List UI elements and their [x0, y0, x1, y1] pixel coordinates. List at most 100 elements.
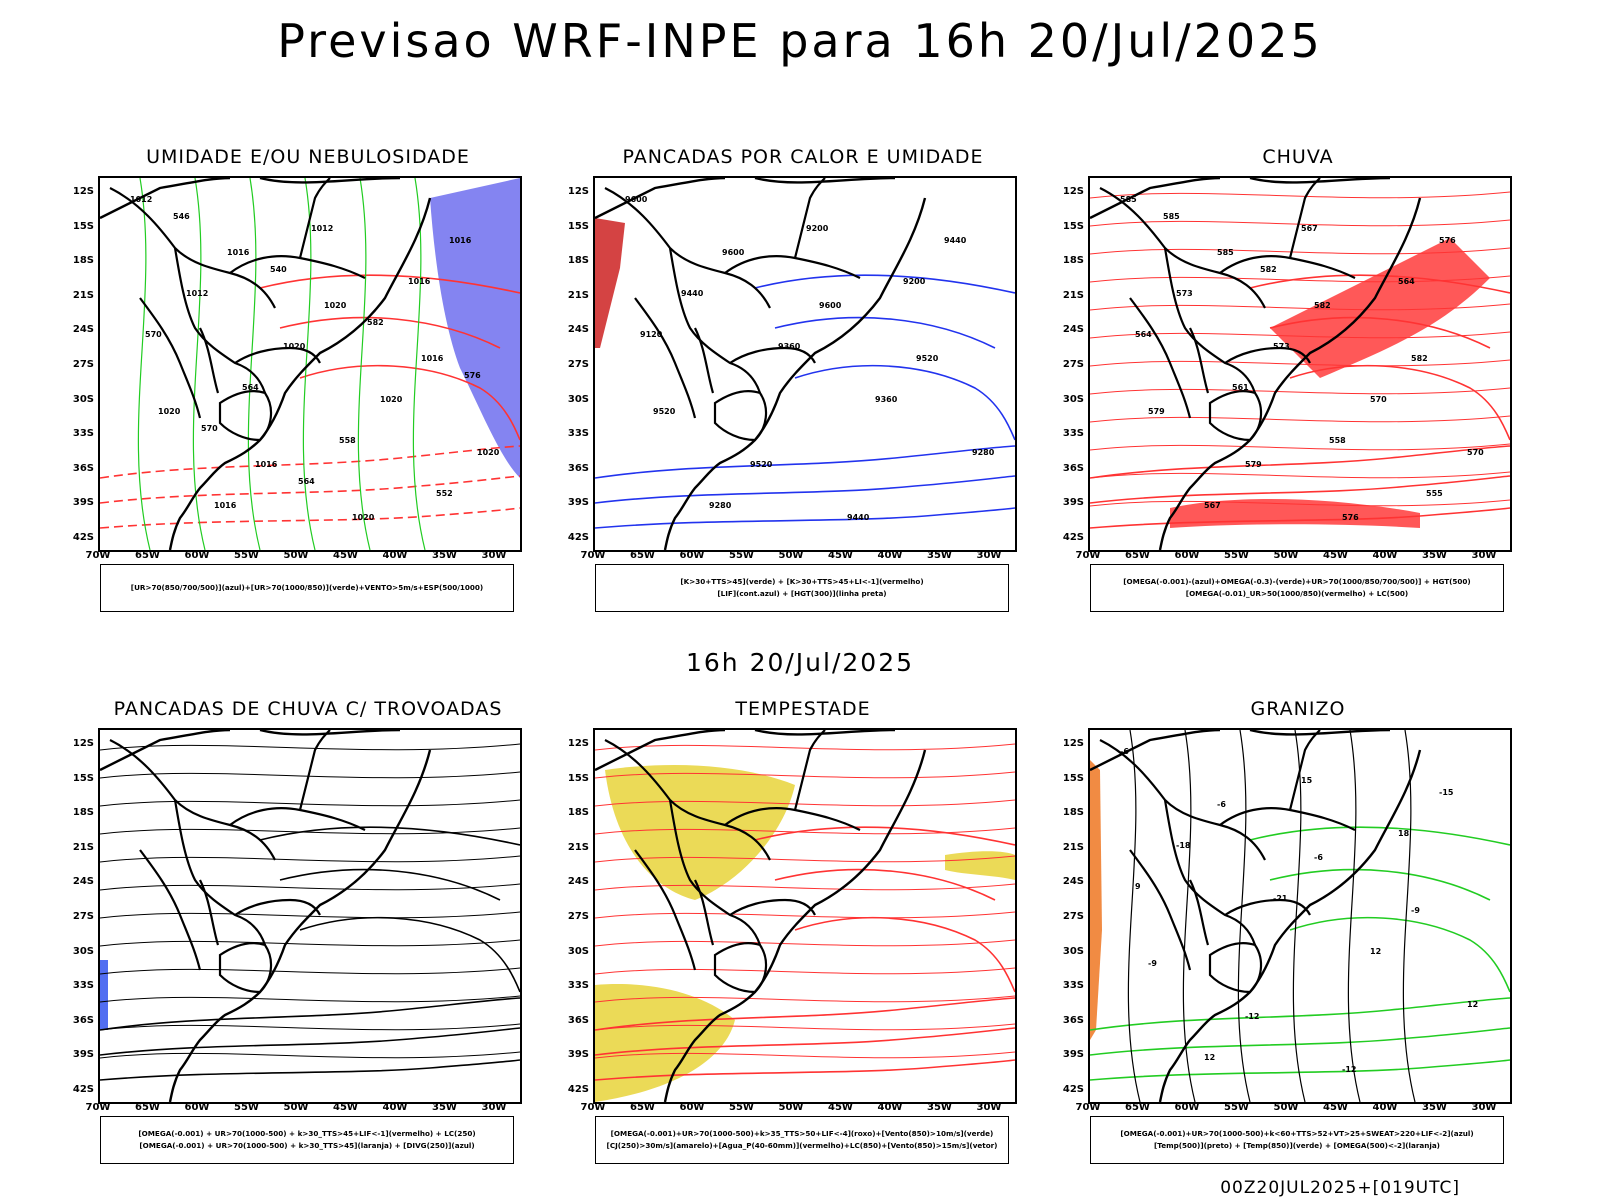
- country-border-7: [1129, 849, 1192, 971]
- field-contour-trovoadas-3: [299, 916, 520, 993]
- lat-label: 15S: [567, 220, 589, 232]
- contour-label: 9520: [653, 407, 676, 416]
- lat-label: 33S: [72, 980, 94, 992]
- map-granizo[interactable]: -6 -6 -6 -9 -9 -12 -12 -15 -18 -21 12 12 12 15 18 9: [1088, 728, 1512, 1104]
- lat-label: 21S: [567, 289, 589, 301]
- legend-tempestade: [OMEGA(-0.001)+UR>70(1000-500)+k>35_TTS>…: [595, 1116, 1009, 1164]
- lat-label: 24S: [72, 876, 94, 888]
- lon-label: 45W: [828, 550, 853, 561]
- field-contour-granizo-4: [1269, 868, 1491, 901]
- lat-label: 39S: [1062, 1049, 1084, 1061]
- contour-label: 1016: [227, 248, 250, 257]
- country-border-5: [713, 389, 768, 442]
- contour-label: 564: [1398, 277, 1415, 286]
- lon-label: 70W: [1075, 550, 1101, 561]
- map-umidade[interactable]: 1012 1016 1020 1016 1020 1016 1020 1016 1012 1020…: [98, 176, 522, 552]
- streamline-chuva-8: [1090, 415, 1510, 423]
- contour-label: 1020: [283, 342, 306, 351]
- lat-label: 15S: [72, 220, 94, 232]
- country-border-6: [694, 879, 715, 946]
- streamline-chuva-6: [1090, 359, 1510, 367]
- lon-label: 45W: [828, 1102, 853, 1113]
- contour-label: 570: [1467, 448, 1484, 457]
- main-title: Previsao WRF-INPE para 16h 20/Jul/2025: [277, 14, 1323, 68]
- lon-label: 50W: [283, 1102, 309, 1113]
- contour-label: 582: [367, 318, 384, 327]
- contour-label: 564: [1135, 330, 1152, 339]
- lon-label: 40W: [877, 1102, 903, 1113]
- lat-label: 39S: [72, 1049, 94, 1061]
- lat-label: 30S: [72, 945, 94, 957]
- lat-label: 12S: [72, 738, 94, 749]
- field-contour-umidade-0: [100, 445, 520, 479]
- lon-label: 30W: [976, 1102, 1002, 1113]
- country-border-0: [109, 739, 276, 861]
- panel-title-tempestade: TEMPESTADE: [735, 698, 871, 720]
- map-chuva[interactable]: 585 585 582 582 579 579 576 576 573 573 570 570 567 5…: [1088, 176, 1512, 552]
- lat-label: 27S: [72, 359, 94, 370]
- contour-label: 585: [1217, 248, 1234, 257]
- contour-label: 1012: [311, 224, 333, 233]
- lat-label: 15S: [1062, 772, 1084, 784]
- contour-label: 9440: [681, 289, 704, 298]
- contour-label: 1016: [408, 277, 431, 286]
- lat-label: 18S: [567, 255, 589, 267]
- contour-label: 18: [1398, 829, 1410, 838]
- country-border-2: [724, 255, 861, 279]
- lon-label: 60W: [1174, 1102, 1200, 1113]
- contour-label: 1016: [214, 501, 237, 510]
- streamline-tempestade-9: [595, 995, 1015, 1003]
- map-tempestade[interactable]: [593, 728, 1017, 1104]
- contour-label: 582: [1314, 301, 1331, 310]
- field-contour-trovoadas-1: [100, 1027, 520, 1056]
- lat-label: 12S: [1062, 186, 1084, 197]
- field-contour-granizo-3: [1289, 916, 1510, 993]
- lat-label: 12S: [567, 186, 589, 197]
- lon-label: 65W: [135, 1102, 160, 1113]
- lat-label: 12S: [567, 738, 589, 749]
- secondary-contour-umidade-1: [192, 178, 206, 550]
- panel-title-pancadas-calor: PANCADAS POR CALOR E UMIDADE: [622, 146, 984, 168]
- legend-pancadas-calor: [K>30+TTS>45](verde) + [K>30+TTS>45+LI<-…: [595, 564, 1009, 612]
- streamline-tempestade-10: [595, 1023, 1015, 1031]
- contour-label: 9520: [750, 460, 773, 469]
- map-pancadas-calor[interactable]: 9600 9600 9600 9520 9520 9520 9440 9440 9440 9360…: [593, 176, 1017, 552]
- shaded-region-granizo-0: [1090, 760, 1102, 1040]
- legend-line: [OMEGA(-0.001)+UR>70(1000-500)+k>35_TTS>…: [610, 1129, 994, 1139]
- contour-label: 585: [1120, 195, 1137, 204]
- country-border-7: [634, 849, 697, 971]
- lon-label: 45W: [333, 1102, 358, 1113]
- contour-label: 567: [1301, 224, 1318, 233]
- shaded-region-chuva-1: [1170, 498, 1420, 528]
- lat-label: 27S: [567, 911, 589, 922]
- streamline-chuva-0: [1090, 191, 1510, 199]
- field-contour-tempestade-2: [595, 1059, 1015, 1081]
- contour-label: 12: [1467, 1000, 1478, 1009]
- field-contour-chuva-0: [1090, 445, 1510, 479]
- contour-label: 576: [464, 371, 481, 380]
- coastline: [100, 178, 432, 550]
- lon-label: 60W: [184, 550, 210, 561]
- streamline-trovoadas-10: [100, 1023, 520, 1031]
- streamline-trovoadas-5: [100, 883, 520, 891]
- lat-label: 39S: [1062, 497, 1084, 509]
- lat-label: 42S: [72, 1084, 94, 1095]
- streamline-chuva-3: [1090, 275, 1510, 283]
- lat-label: 24S: [567, 324, 589, 336]
- contour-label: 567: [1204, 501, 1221, 510]
- country-border-3: [793, 178, 826, 259]
- lat-label: 27S: [567, 359, 589, 370]
- lon-label: 70W: [1075, 1102, 1101, 1113]
- lon-label: 45W: [1323, 1102, 1348, 1113]
- lat-label: 42S: [72, 532, 94, 543]
- country-border-6: [199, 327, 220, 394]
- streamline-tempestade-6: [595, 911, 1015, 919]
- streamline-tempestade-0: [595, 743, 1015, 751]
- country-border-4: [1224, 898, 1311, 916]
- contour-label: 561: [1232, 383, 1249, 392]
- lon-label: 40W: [877, 550, 903, 561]
- lon-label: 50W: [778, 1102, 804, 1113]
- legend-line: [OMEGA(-0.001)-(azul)+OMEGA(-0.3)-(verde…: [1123, 577, 1471, 587]
- streamline-trovoadas-7: [100, 939, 520, 947]
- map-trovoadas[interactable]: [98, 728, 522, 1104]
